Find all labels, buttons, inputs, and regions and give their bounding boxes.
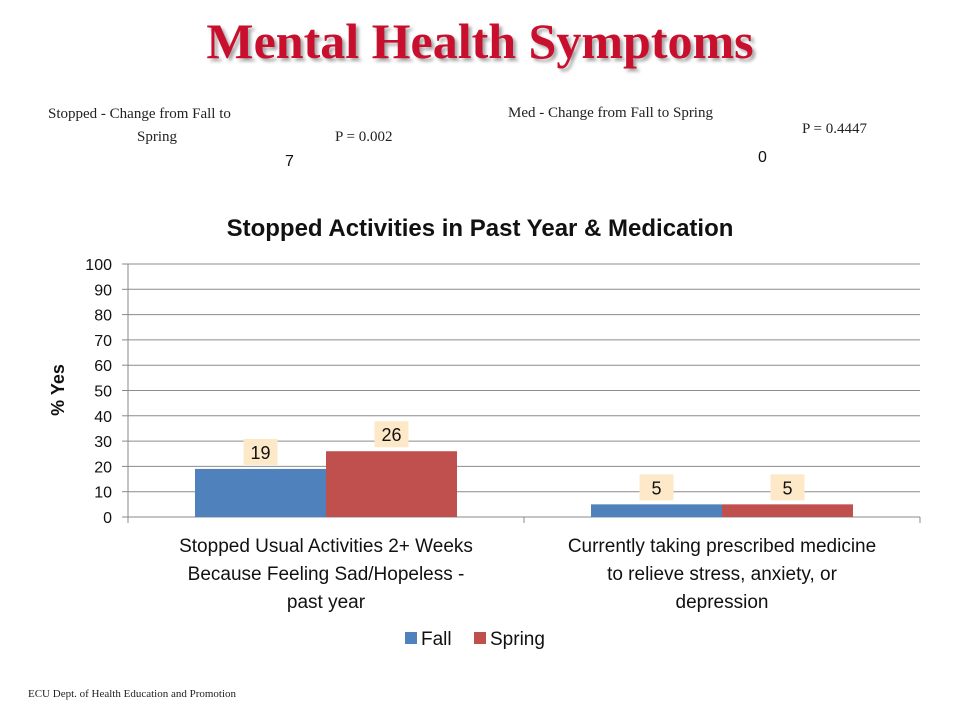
- x-category-label: past year: [287, 592, 366, 613]
- legend-label-spring: Spring: [490, 629, 545, 650]
- x-category-label: Because Feeling Sad/Hopeless -: [188, 564, 465, 585]
- stopped-change-label-line1: Stopped - Change from Fall to: [48, 106, 231, 122]
- footer-credit: ECU Dept. of Health Education and Promot…: [28, 688, 237, 700]
- page-title: Mental Health Symptoms: [206, 13, 754, 69]
- bar-spring: [722, 504, 853, 517]
- x-category-label: to relieve stress, anxiety, or: [607, 564, 838, 585]
- chart-title: Stopped Activities in Past Year & Medica…: [227, 215, 734, 242]
- y-tick-label: 20: [94, 459, 112, 476]
- stopped-p-value: P = 0.002: [335, 129, 393, 145]
- x-category-label: Stopped Usual Activities 2+ Weeks: [179, 536, 473, 557]
- x-category-label: Currently taking prescribed medicine: [568, 536, 876, 557]
- y-tick-label: 0: [103, 510, 112, 527]
- med-p-value: P = 0.4447: [802, 121, 867, 137]
- legend-label-fall: Fall: [421, 629, 452, 650]
- y-axis-label: % Yes: [48, 364, 68, 416]
- y-tick-label: 100: [85, 257, 112, 274]
- data-label-box: [639, 474, 674, 501]
- y-tick-label: 40: [94, 409, 112, 426]
- y-tick-label: 30: [94, 434, 112, 451]
- stopped-change-value: 7: [285, 153, 294, 170]
- legend-swatch-spring: [474, 632, 486, 644]
- data-label-box: [374, 421, 409, 448]
- data-label-box: [243, 438, 278, 465]
- y-tick-label: 90: [94, 282, 112, 299]
- data-label: 19: [250, 443, 270, 463]
- med-change-value: 0: [758, 149, 767, 166]
- bar-spring: [326, 451, 457, 517]
- y-tick-label: 80: [94, 308, 112, 325]
- data-label-box: [770, 474, 805, 501]
- y-tick-label: 70: [94, 333, 112, 350]
- stopped-change-label-line2: Spring: [137, 129, 178, 145]
- data-label: 5: [651, 478, 661, 498]
- y-tick-label: 10: [94, 485, 112, 502]
- y-tick-label: 50: [94, 384, 112, 401]
- x-category-label: depression: [676, 592, 769, 613]
- y-tick-label: 60: [94, 358, 112, 375]
- legend-swatch-fall: [405, 632, 417, 644]
- data-label: 5: [782, 478, 792, 498]
- bar-fall: [195, 468, 326, 517]
- data-label: 26: [381, 425, 401, 445]
- bar-fall: [591, 504, 722, 517]
- med-change-label: Med - Change from Fall to Spring: [508, 105, 713, 121]
